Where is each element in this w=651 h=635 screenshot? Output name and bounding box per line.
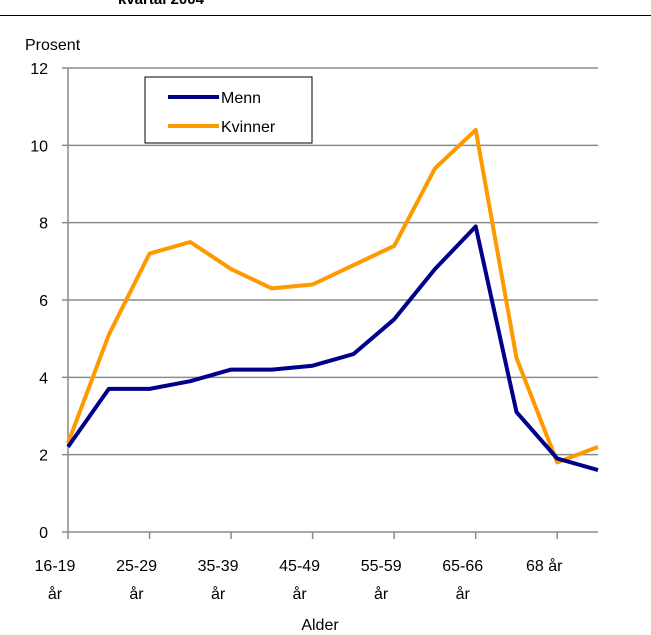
y-tick-label: 2 <box>39 448 48 465</box>
series-line-kvinner <box>66 127 599 465</box>
y-tick-label: 12 <box>30 61 48 78</box>
y-tick-label: 8 <box>39 216 48 233</box>
legend-label-menn: Menn <box>221 90 261 107</box>
x-axis-title: Alder <box>301 617 339 634</box>
axes <box>62 67 598 539</box>
legend-box <box>144 76 313 144</box>
x-tick-labels: 16-19 år 25-29 år 35-39 år 45-49 år 55-59 år 65-66… <box>35 557 564 603</box>
y-tick-labels: 0 2 4 6 8 10 12 <box>30 61 48 542</box>
y-tick-label: 4 <box>39 370 48 387</box>
x-tick-label: 65-66 <box>442 558 483 575</box>
x-tick-label-line2: år <box>292 585 307 603</box>
header-divider <box>0 15 651 16</box>
y-tick-label: 6 <box>39 293 48 310</box>
x-tick-label: 25-29 <box>116 558 157 575</box>
x-tick-label-line2: år <box>211 585 226 603</box>
y-axis-title: Prosent <box>25 37 81 54</box>
x-tick-label: 35-39 <box>198 558 239 575</box>
x-tick-label-line2: år <box>374 585 389 603</box>
x-tick-label: 16-19 <box>35 558 76 575</box>
chart-header-title: kvartal 2004 <box>118 0 204 8</box>
x-tick-label-line2: år <box>456 585 471 603</box>
x-tick-label-line2: år <box>48 585 63 603</box>
x-tick-label: 55-59 <box>361 558 402 575</box>
y-tick-label: 10 <box>30 138 48 155</box>
x-tick-label: 45-49 <box>279 558 320 575</box>
legend-label-kvinner: Kvinner <box>221 119 276 136</box>
x-tick-label: 68 år <box>526 557 563 575</box>
legend: Menn Kvinner <box>144 76 313 144</box>
series-lines <box>66 127 599 473</box>
series-line-menn <box>66 224 599 473</box>
x-tick-label-line2: år <box>129 585 144 603</box>
y-tick-label: 0 <box>39 525 48 542</box>
